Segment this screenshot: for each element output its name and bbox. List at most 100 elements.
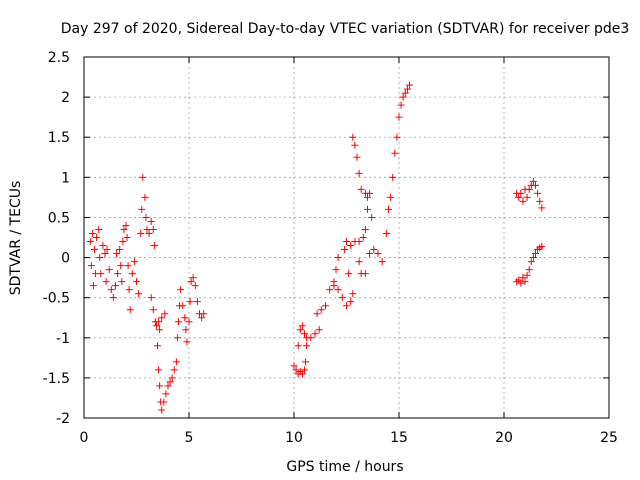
data-point — [298, 370, 306, 378]
y-tick-label: -0.5 — [43, 291, 70, 307]
data-point — [150, 242, 158, 250]
data-point — [395, 113, 403, 121]
data-point — [517, 189, 525, 197]
data-point — [340, 246, 348, 254]
data-series — [86, 81, 546, 414]
data-point — [126, 306, 134, 314]
data-point — [361, 189, 369, 197]
data-point — [107, 286, 115, 294]
data-point — [355, 238, 363, 246]
data-point — [338, 294, 346, 302]
data-point — [145, 229, 153, 237]
data-point — [170, 366, 178, 374]
data-point — [298, 322, 306, 330]
series-segment-1 — [86, 173, 208, 414]
data-point — [521, 278, 529, 286]
data-point — [397, 101, 405, 109]
data-point — [177, 286, 185, 294]
data-point — [313, 310, 321, 318]
data-point — [186, 298, 194, 306]
data-point — [87, 262, 95, 270]
data-point — [294, 342, 302, 350]
data-point — [515, 193, 523, 201]
data-point — [532, 250, 539, 258]
data-point — [152, 322, 160, 330]
y-tick-label: 1.5 — [48, 130, 70, 146]
data-point — [93, 234, 101, 241]
data-point — [198, 314, 206, 322]
data-point — [99, 242, 107, 250]
data-point — [387, 193, 395, 201]
data-point — [130, 258, 138, 266]
data-point — [193, 298, 201, 306]
x-tick-label: 10 — [285, 430, 303, 446]
data-point — [116, 246, 124, 254]
plot-frame — [83, 56, 610, 419]
y-tick-label: 0 — [61, 251, 70, 267]
data-point — [347, 242, 355, 250]
y-tick-labels: -2 -1.5 -1 -0.5 0 0.5 1 1.5 2 2.5 — [43, 50, 70, 427]
data-point — [158, 406, 166, 414]
data-point — [137, 229, 145, 237]
axis-ticks — [83, 56, 610, 419]
data-point — [138, 205, 146, 213]
data-point — [154, 342, 161, 350]
data-point — [119, 238, 127, 246]
x-tick-labels: 0 5 10 15 20 25 — [80, 430, 618, 446]
data-point — [332, 266, 340, 274]
series-segment-3 — [513, 177, 546, 287]
data-point — [141, 193, 149, 201]
data-point — [113, 250, 121, 258]
data-point — [525, 266, 533, 274]
data-point — [303, 342, 311, 350]
data-point — [88, 229, 96, 237]
data-point — [382, 229, 390, 237]
data-point — [147, 217, 155, 225]
data-point — [523, 271, 531, 279]
data-point — [123, 234, 131, 241]
data-point — [538, 204, 546, 212]
data-point — [135, 290, 143, 298]
data-point — [393, 133, 401, 141]
data-point — [175, 318, 182, 326]
data-point — [311, 330, 319, 338]
data-point — [200, 310, 208, 318]
data-point — [343, 302, 350, 310]
data-point — [164, 382, 172, 390]
data-point — [301, 366, 308, 374]
data-point — [391, 149, 399, 157]
data-point — [101, 250, 109, 258]
data-point — [302, 358, 310, 366]
data-point — [307, 334, 315, 342]
data-point — [355, 169, 363, 177]
y-tick-label: -1 — [56, 331, 70, 347]
data-point — [133, 278, 140, 286]
data-point — [179, 302, 187, 310]
data-point — [149, 225, 157, 233]
data-point — [172, 358, 180, 366]
data-point — [103, 246, 111, 254]
data-point — [102, 278, 110, 286]
data-point — [529, 254, 537, 262]
data-point — [149, 306, 157, 314]
data-point — [91, 246, 98, 254]
data-point — [359, 234, 367, 241]
data-point — [538, 242, 546, 250]
y-tick-label: 2 — [61, 90, 70, 106]
data-point — [364, 205, 371, 213]
data-point — [189, 274, 197, 282]
data-point — [361, 270, 369, 278]
data-point — [161, 310, 169, 318]
data-point — [322, 302, 329, 310]
data-point — [105, 266, 113, 274]
data-point — [114, 270, 122, 278]
data-point — [368, 213, 376, 221]
data-point — [536, 197, 544, 205]
data-point — [534, 189, 542, 197]
chart-title: Day 297 of 2020, Sidereal Day-to-day VTE… — [61, 21, 630, 37]
y-tick-label: 1 — [61, 170, 70, 186]
data-point — [173, 334, 181, 342]
data-point — [183, 338, 191, 346]
data-point — [374, 250, 382, 258]
data-point — [162, 390, 170, 398]
